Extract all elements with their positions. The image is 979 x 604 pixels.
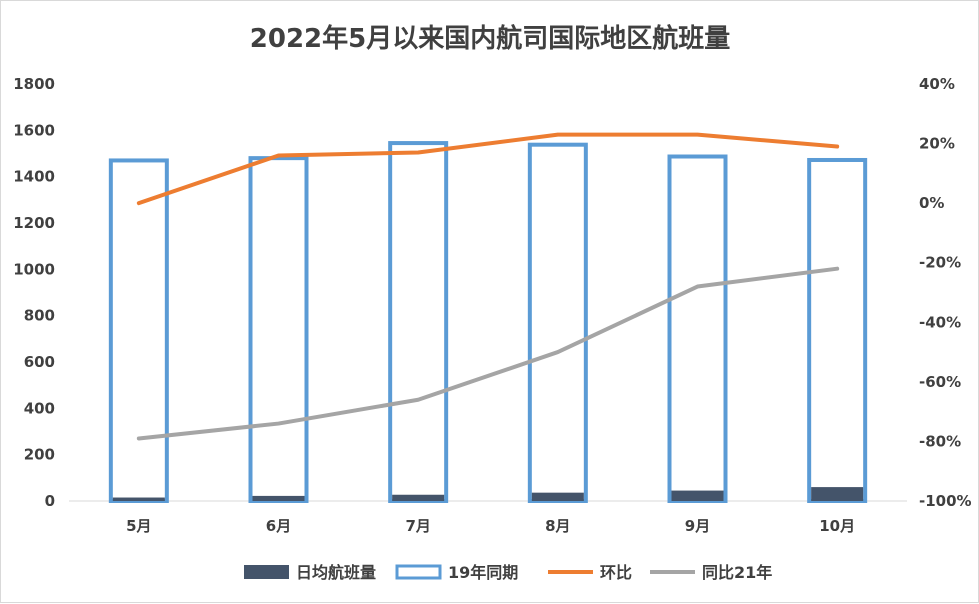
y-left-tick-label: 1000 (13, 260, 55, 278)
y-right-tick-label: 40% (919, 75, 955, 93)
y-left-tick-label: 200 (24, 446, 55, 464)
bars-group (108, 141, 868, 504)
bar-19-same-period (248, 156, 309, 503)
bar-19-same-period (527, 142, 588, 504)
x-tick-label: 8月 (545, 517, 570, 535)
legend-swatch (244, 565, 289, 579)
y-left-tick-label: 1200 (13, 214, 55, 232)
bar-daily-flights (112, 497, 165, 501)
bar-19-same-period (388, 141, 449, 503)
y-left-tick-label: 0 (45, 492, 55, 510)
y-right-tick-label: -80% (919, 432, 961, 450)
y-right-tick-label: -60% (919, 373, 961, 391)
bar-daily-flights (531, 492, 584, 501)
axes-group: 0 200 400 600 800 1000 1200 1400 1600 1800 -100% -8… (13, 75, 971, 535)
legend-label: 同比21年 (702, 563, 772, 582)
chart-title: 2022年5月以来国内航司国际地区航班量 (250, 23, 730, 54)
y-right-tick-label: -40% (919, 313, 961, 331)
bar-daily-flights (811, 487, 864, 501)
legend-swatch (395, 564, 442, 580)
x-tick-label: 6月 (266, 517, 291, 535)
y-left-tick-label: 800 (24, 307, 55, 325)
legend-daily-flights: 日均航班量 (244, 563, 376, 582)
y-right-tick-label: 0% (919, 194, 944, 212)
line-yoy-2021 (136, 266, 840, 441)
legend-label: 环比 (600, 563, 632, 582)
y-left-tick-label: 600 (24, 353, 55, 371)
bar-19-same-period (667, 154, 728, 504)
legend-19-same-period: 19年同期 (395, 563, 518, 582)
legend-label: 日均航班量 (296, 563, 376, 582)
x-tick-label: 9月 (685, 517, 710, 535)
y-right-tick-label: -100% (919, 492, 972, 510)
bar-19-same-period (807, 157, 868, 503)
y-left-tick-label: 400 (24, 399, 55, 417)
bar-19-same-period (108, 158, 169, 503)
legend: 日均航班量 19年同期 环比 同比21年 (244, 563, 772, 582)
bar-daily-flights (252, 495, 305, 501)
y-left-tick-label: 1600 (13, 121, 55, 139)
y-right-tick-label: -20% (919, 254, 961, 272)
y-left-tick-label: 1400 (13, 168, 55, 186)
legend-label: 19年同期 (448, 563, 518, 582)
legend-mom: 环比 (548, 563, 632, 582)
bar-daily-flights (671, 490, 724, 501)
x-tick-label: 7月 (405, 517, 430, 535)
lines-group (136, 132, 840, 441)
x-tick-label: 10月 (819, 517, 855, 535)
y-right-tick-label: 20% (919, 135, 955, 153)
line-mom (136, 132, 840, 206)
y-left-tick-label: 1800 (13, 75, 55, 93)
bar-daily-flights (392, 494, 445, 501)
legend-yoy-2021: 同比21年 (650, 563, 772, 582)
x-tick-label: 5月 (126, 517, 151, 535)
